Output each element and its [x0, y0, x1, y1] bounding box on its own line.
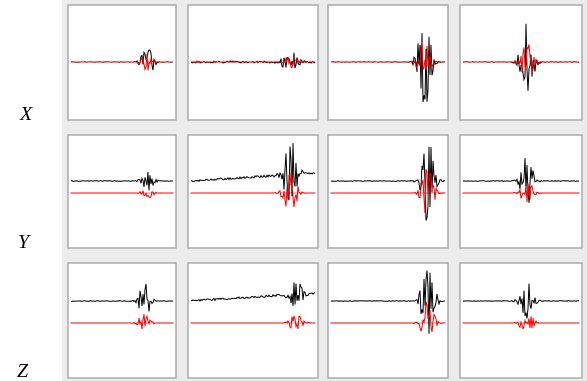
residual-trace: [191, 315, 315, 330]
signal-trace: [331, 270, 446, 334]
signal-trace: [70, 171, 174, 191]
panels: [67, 4, 583, 379]
plot-panel: [187, 134, 319, 249]
residual-trace: [463, 183, 579, 203]
signal-trace: [462, 158, 580, 203]
signal-trace: [330, 146, 446, 221]
plot-panel: [67, 134, 177, 249]
signal-trace: [462, 283, 579, 319]
plot-panel: [459, 134, 583, 249]
residual-trace: [191, 55, 315, 68]
residual-trace: [463, 44, 579, 74]
residual-trace: [71, 190, 173, 199]
residual-trace: [331, 42, 445, 70]
row-label: Y: [18, 231, 31, 253]
residual-trace: [331, 301, 446, 333]
signal-trace: [190, 143, 316, 200]
plot-panel: [67, 262, 177, 379]
residual-trace: [71, 54, 173, 72]
signal-trace: [71, 283, 174, 312]
row-label: X: [19, 103, 33, 125]
residual-trace: [463, 316, 579, 330]
residual-trace: [331, 169, 445, 214]
residual-trace: [71, 314, 173, 330]
signal-trace: [190, 282, 316, 306]
row-label: Z: [17, 360, 29, 381]
residual-trace: [191, 172, 315, 208]
plot-panel: [459, 262, 583, 379]
plot-panel: [187, 262, 319, 379]
